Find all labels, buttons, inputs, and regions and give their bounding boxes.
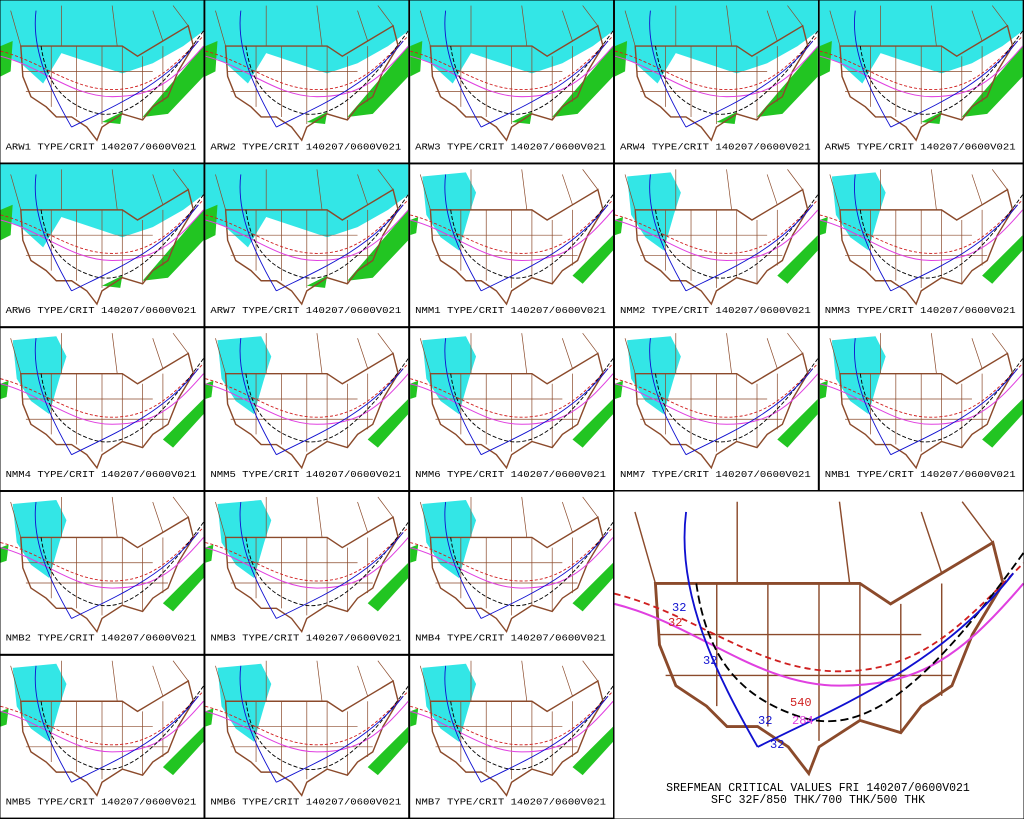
summary-map xyxy=(614,491,1024,819)
snow-area xyxy=(422,336,477,415)
snow-area xyxy=(217,663,272,742)
map-panel: NMM7 TYPE/CRIT 140207/0600V021 xyxy=(614,328,818,491)
panel-label: NMM5 TYPE/CRIT 140207/0600V021 xyxy=(210,469,401,480)
snow-area xyxy=(12,663,67,742)
panel-label: ARW2 TYPE/CRIT 140207/0600V021 xyxy=(210,141,401,152)
map-panel: ARW4 TYPE/CRIT 140207/0600V021 xyxy=(614,0,818,163)
snow-area xyxy=(217,336,272,415)
map-panel: NMB5 TYPE/CRIT 140207/0600V021 xyxy=(0,655,204,818)
map-panel: NMM2 TYPE/CRIT 140207/0600V021 xyxy=(614,164,818,327)
map-panel: NMM1 TYPE/CRIT 140207/0600V021 xyxy=(410,164,614,327)
panel-label: ARW6 TYPE/CRIT 140207/0600V021 xyxy=(6,305,197,316)
contour-label: 32 xyxy=(770,738,784,752)
panel-label: ARW5 TYPE/CRIT 140207/0600V021 xyxy=(825,141,1016,152)
map-panel: NMB4 TYPE/CRIT 140207/0600V021 xyxy=(410,491,614,654)
map-panel: NMB6 TYPE/CRIT 140207/0600V021 xyxy=(205,655,409,818)
panel-label: NMB1 TYPE/CRIT 140207/0600V021 xyxy=(825,469,1016,480)
map-panel: NMM4 TYPE/CRIT 140207/0600V021 xyxy=(0,328,204,491)
snow-area xyxy=(422,172,477,251)
contour-label: 32 xyxy=(758,714,772,728)
panel-label: NMM3 TYPE/CRIT 140207/0600V021 xyxy=(825,305,1016,316)
contour-label: 32 xyxy=(668,616,682,630)
snow-area xyxy=(627,172,681,251)
contour-label: 32 xyxy=(672,601,686,615)
snow-area xyxy=(831,336,886,415)
map-panel: ARW1 TYPE/CRIT 140207/0600V021 xyxy=(0,0,204,163)
contour-label: 284 xyxy=(792,714,814,728)
panel-label: NMM4 TYPE/CRIT 140207/0600V021 xyxy=(6,469,197,480)
map-panel: ARW7 TYPE/CRIT 140207/0600V021 xyxy=(205,164,409,327)
panel-label: NMB7 TYPE/CRIT 140207/0600V021 xyxy=(415,797,606,808)
snow-area xyxy=(12,500,67,578)
panel-label: NMB2 TYPE/CRIT 140207/0600V021 xyxy=(6,633,197,644)
snow-area xyxy=(217,500,272,578)
snow-area xyxy=(831,172,886,251)
map-panel: ARW5 TYPE/CRIT 140207/0600V021 xyxy=(819,0,1023,163)
panel-label: ARW4 TYPE/CRIT 140207/0600V021 xyxy=(620,141,811,152)
map-panel: NMB3 TYPE/CRIT 140207/0600V021 xyxy=(205,491,409,654)
map-panel: NMB2 TYPE/CRIT 140207/0600V021 xyxy=(0,491,204,654)
panel-label: ARW3 TYPE/CRIT 140207/0600V021 xyxy=(415,141,606,152)
map-panel: NMM5 TYPE/CRIT 140207/0600V021 xyxy=(205,328,409,491)
panel-label: NMM7 TYPE/CRIT 140207/0600V021 xyxy=(620,469,811,480)
map-panel: ARW6 TYPE/CRIT 140207/0600V021 xyxy=(0,164,204,327)
panel-label: NMM2 TYPE/CRIT 140207/0600V021 xyxy=(620,305,811,316)
contour-label: 32 xyxy=(703,654,717,668)
panel-label: ARW1 TYPE/CRIT 140207/0600V021 xyxy=(6,141,197,152)
panel-label: ARW7 TYPE/CRIT 140207/0600V021 xyxy=(210,305,401,316)
panel-label: NMB5 TYPE/CRIT 140207/0600V021 xyxy=(6,797,197,808)
map-panel: NMM6 TYPE/CRIT 140207/0600V021 xyxy=(410,328,614,491)
snow-area xyxy=(12,336,67,415)
snow-area xyxy=(627,336,681,415)
panel-label: NMM6 TYPE/CRIT 140207/0600V021 xyxy=(415,469,606,480)
snow-area xyxy=(422,663,477,742)
panel-label: NMB6 TYPE/CRIT 140207/0600V021 xyxy=(210,797,401,808)
map-panel: NMB1 TYPE/CRIT 140207/0600V021 xyxy=(819,328,1023,491)
panel-label: NMM1 TYPE/CRIT 140207/0600V021 xyxy=(415,305,606,316)
map-panel: NMM3 TYPE/CRIT 140207/0600V021 xyxy=(819,164,1023,327)
contour-label: 540 xyxy=(790,696,812,710)
panel-label: NMB4 TYPE/CRIT 140207/0600V021 xyxy=(415,633,606,644)
map-panel: NMB7 TYPE/CRIT 140207/0600V021 xyxy=(410,655,614,818)
summary-title: SREFMEAN CRITICAL VALUES FRI 140207/0600… xyxy=(666,782,970,795)
map-panel: ARW3 TYPE/CRIT 140207/0600V021 xyxy=(410,0,614,163)
panel-label: NMB3 TYPE/CRIT 140207/0600V021 xyxy=(210,633,401,644)
snow-area xyxy=(422,500,477,578)
map-panel: ARW2 TYPE/CRIT 140207/0600V021 xyxy=(205,0,409,163)
summary-subtitle: SFC 32F/850 THK/700 THK/500 THK xyxy=(711,794,925,807)
